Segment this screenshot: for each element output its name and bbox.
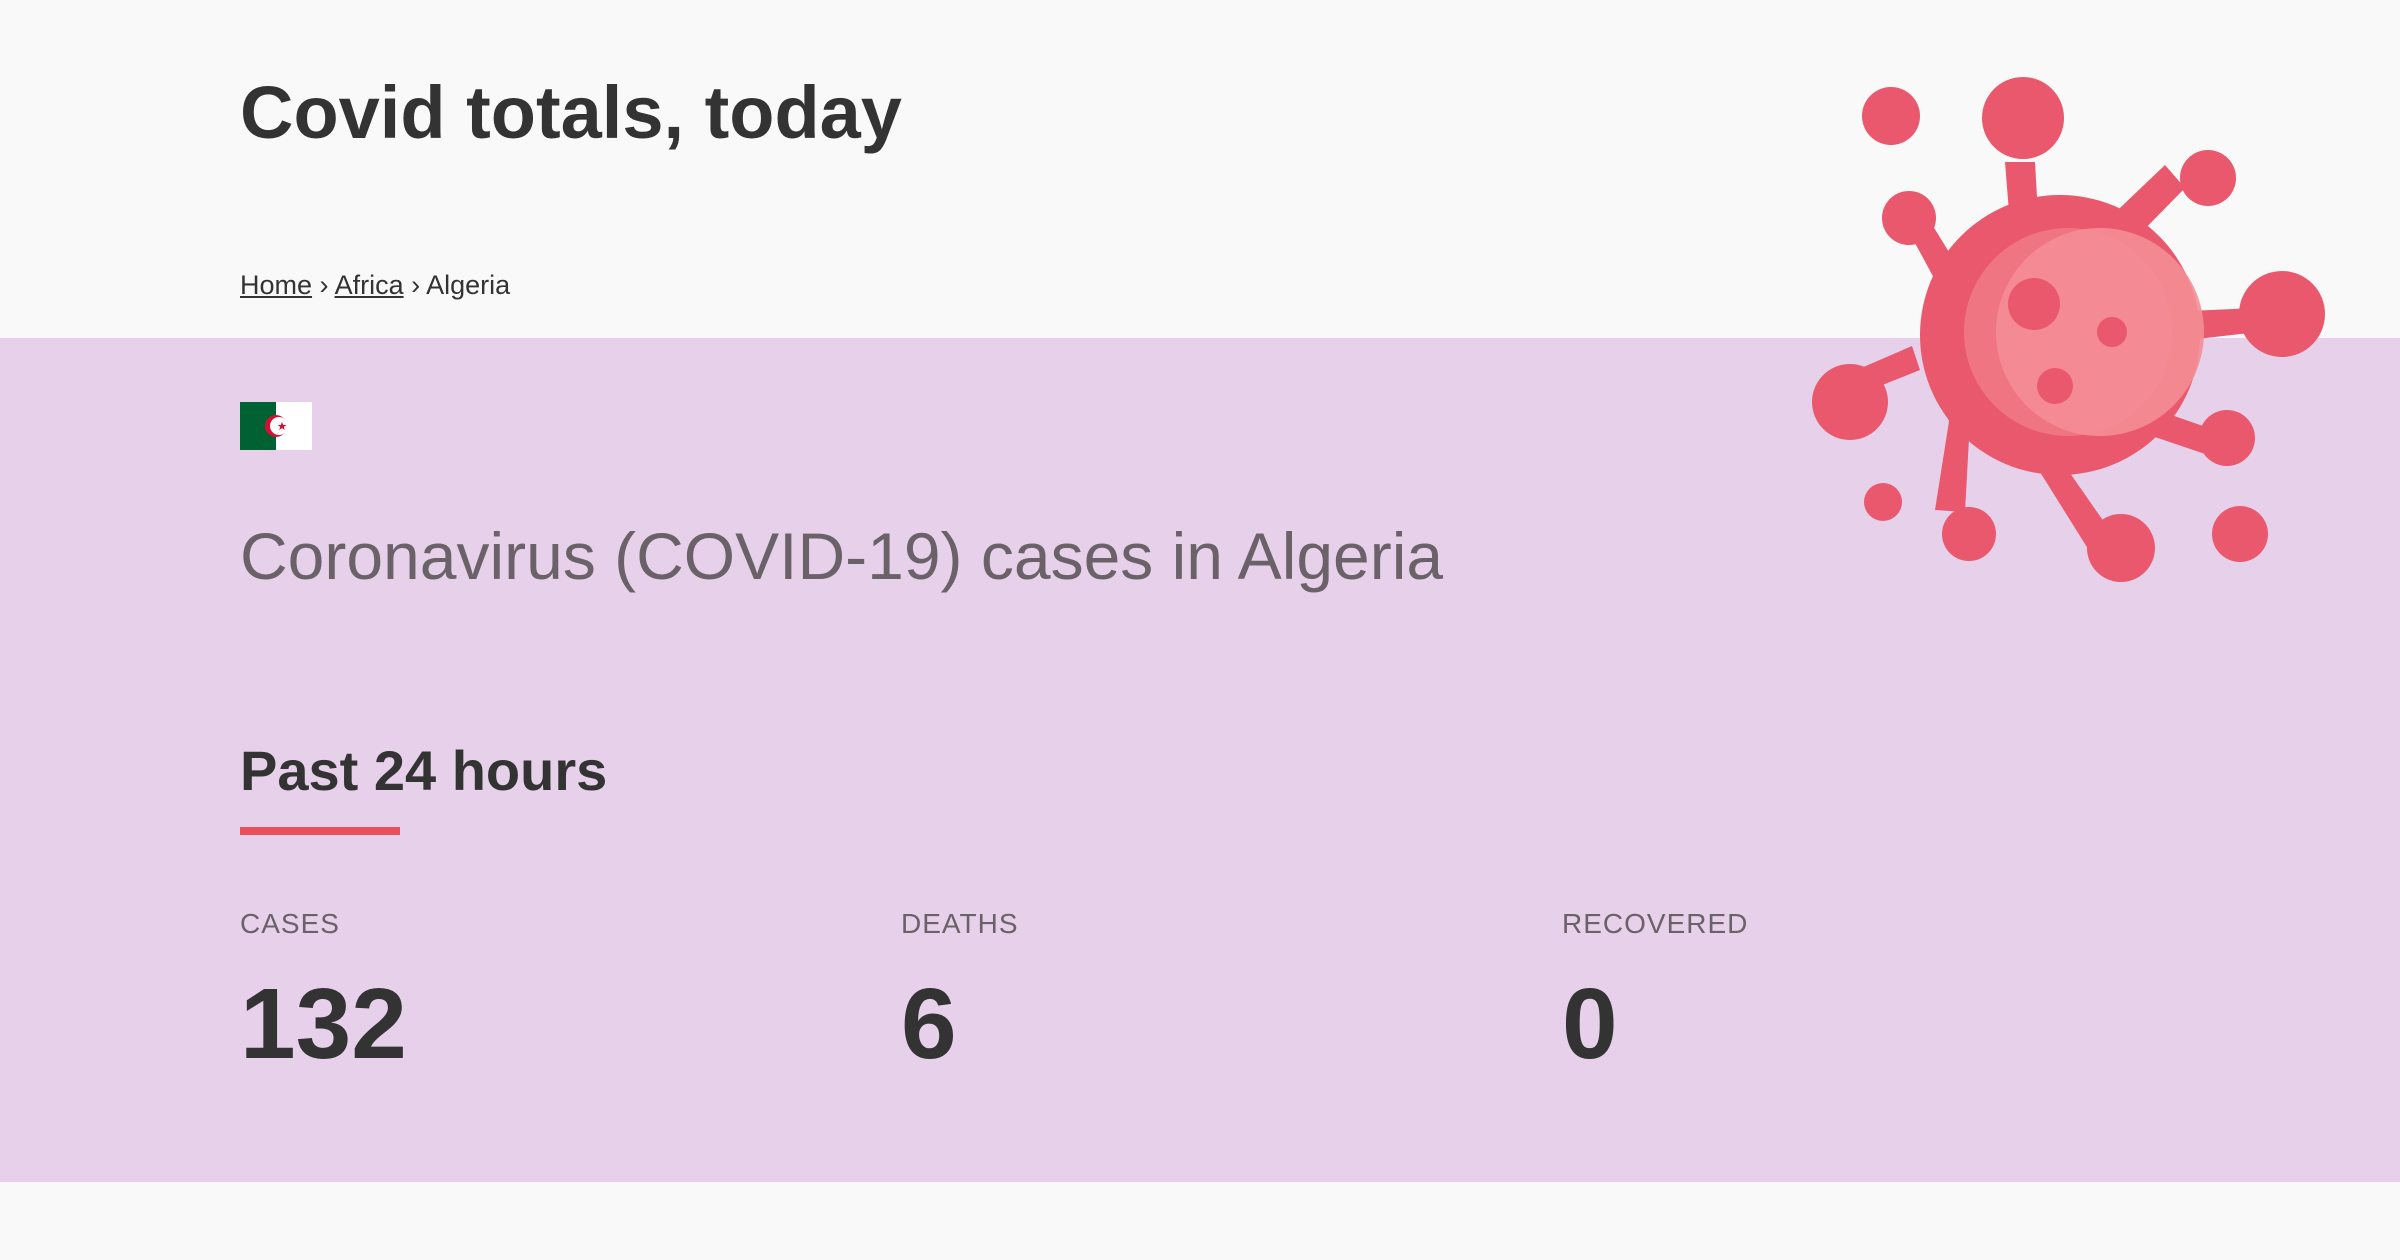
stat-cases: CASES 132 xyxy=(240,908,407,1074)
breadcrumb: Home › Africa › Algeria xyxy=(240,270,510,301)
stat-value: 6 xyxy=(901,968,957,1080)
section-underline xyxy=(240,827,400,835)
stat-label: DEATHS xyxy=(901,908,1019,939)
page-title: Covid totals, today xyxy=(240,71,902,154)
country-panel: Coronavirus (COVID-19) cases in Algeria … xyxy=(0,338,2400,1182)
virus-icon xyxy=(1812,77,2325,582)
section-heading: Past 24 hours xyxy=(240,739,608,802)
breadcrumb-current: Algeria xyxy=(426,270,511,300)
breadcrumb-separator: › xyxy=(319,270,329,300)
stat-label: RECOVERED xyxy=(1562,908,1749,939)
stat-value: 132 xyxy=(240,968,407,1080)
breadcrumb-separator: › xyxy=(411,270,421,300)
stat-value: 0 xyxy=(1562,968,1618,1080)
country-heading: Coronavirus (COVID-19) cases in Algeria xyxy=(240,519,1444,593)
stat-deaths: DEATHS 6 xyxy=(901,908,1019,1074)
stat-label: CASES xyxy=(240,908,340,939)
header: Covid totals, today Home › Africa › Alge… xyxy=(0,0,2400,338)
breadcrumb-home-link[interactable]: Home xyxy=(240,270,313,300)
algeria-flag-icon xyxy=(240,402,312,450)
stat-recovered: RECOVERED 0 xyxy=(1562,908,1748,1074)
breadcrumb-africa-link[interactable]: Africa xyxy=(334,270,404,300)
